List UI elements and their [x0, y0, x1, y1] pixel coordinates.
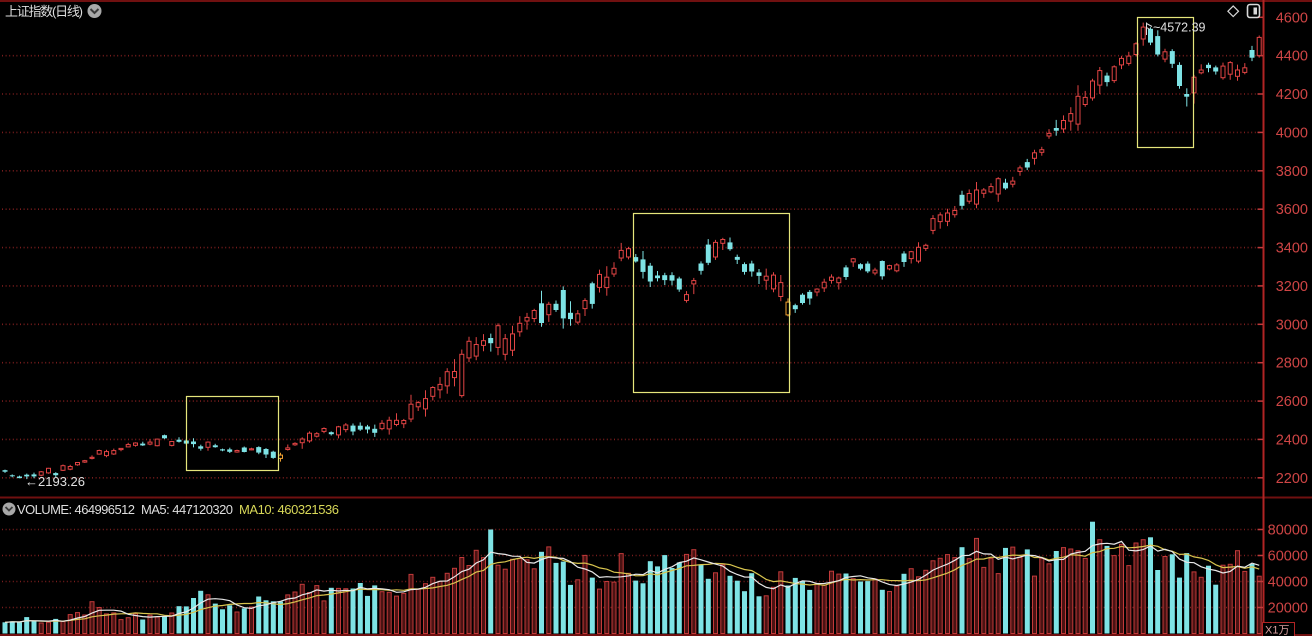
- svg-text:4400: 4400: [1276, 49, 1308, 65]
- svg-text:2600: 2600: [1276, 394, 1308, 410]
- svg-text:4600: 4600: [1276, 10, 1308, 26]
- svg-text:2800: 2800: [1276, 356, 1308, 372]
- svg-text:上证指数(日线): 上证指数(日线): [5, 4, 83, 19]
- svg-text:3600: 3600: [1276, 202, 1308, 218]
- svg-text:20000: 20000: [1268, 601, 1308, 617]
- svg-text:3800: 3800: [1276, 164, 1308, 180]
- svg-text:MA10: 460321536: MA10: 460321536: [239, 502, 339, 517]
- svg-text:60000: 60000: [1268, 549, 1308, 565]
- svg-text:3200: 3200: [1276, 279, 1308, 295]
- svg-text:3400: 3400: [1276, 241, 1308, 257]
- svg-text:2400: 2400: [1276, 432, 1308, 448]
- svg-text:X1万: X1万: [1265, 625, 1289, 636]
- svg-text:3000: 3000: [1276, 317, 1308, 333]
- svg-text:~4572.39: ~4572.39: [1153, 21, 1206, 35]
- svg-text:40000: 40000: [1268, 575, 1308, 591]
- svg-text:VOLUME: 464996512: VOLUME: 464996512: [17, 502, 135, 517]
- svg-text:MA5: 447120320: MA5: 447120320: [141, 502, 233, 517]
- svg-text:2200: 2200: [1276, 471, 1308, 487]
- svg-text:←2193.26: ←2193.26: [25, 474, 85, 489]
- svg-text:4200: 4200: [1276, 87, 1308, 103]
- svg-text:4000: 4000: [1276, 125, 1308, 141]
- svg-text:80000: 80000: [1268, 523, 1308, 539]
